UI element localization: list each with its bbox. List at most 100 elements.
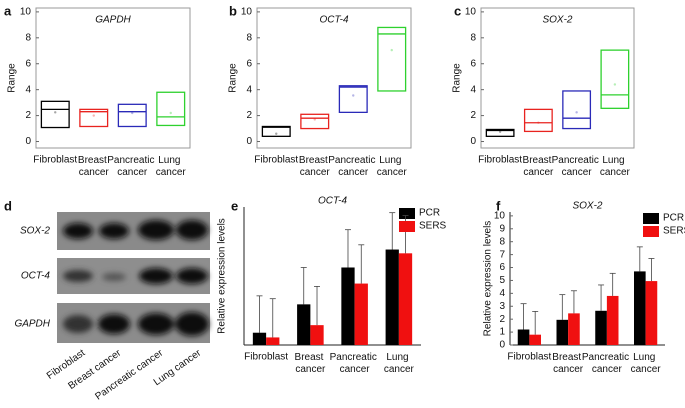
x-tick-label: Fibroblast (244, 352, 288, 363)
x-tick-label: Lung cancer (631, 352, 662, 375)
box (40, 100, 70, 129)
y-tick-label: 2 (25, 110, 31, 121)
bar (529, 334, 541, 345)
box (156, 91, 186, 127)
plot-frame (35, 7, 191, 149)
legend-label: PCR (663, 213, 684, 224)
box (377, 26, 407, 92)
panel-letter: e (231, 198, 238, 213)
y-tick-label: 6 (499, 262, 505, 273)
bar (354, 283, 368, 345)
bar (297, 304, 311, 345)
legend-label: SERS (663, 226, 685, 237)
bar (310, 325, 324, 345)
y-tick-label: 6 (470, 58, 476, 69)
x-tick-label: Pancreatic cancer (582, 352, 632, 375)
x-tick-label: Lung cancer (377, 155, 408, 178)
x-tick-label: Fibroblast (254, 155, 298, 166)
plot-frame (256, 7, 412, 149)
x-tick-label: Breast cancer (523, 155, 555, 178)
y-tick-label: 10 (241, 7, 253, 18)
y-tick-label: 10 (20, 7, 32, 18)
panel-letter: d (4, 198, 12, 213)
y-tick-label: 8 (470, 32, 476, 43)
x-tick-label: Breast cancer (295, 352, 327, 375)
panel-letter: b (229, 3, 237, 18)
mean-dot (92, 114, 95, 117)
chart-title: SOX-2 (572, 201, 602, 212)
y-tick-label: 10 (465, 7, 477, 18)
box (485, 128, 515, 137)
bar (634, 271, 646, 345)
mean-dot (313, 118, 316, 121)
chart-title: GAPDH (95, 15, 131, 26)
legend-label: PCR (419, 208, 440, 219)
panel-letter: c (454, 3, 461, 18)
chart-title: OCT-4 (319, 15, 349, 26)
y-tick-label: 0 (499, 340, 505, 351)
mean-dot (169, 111, 172, 115)
y-tick-label: 4 (470, 84, 476, 95)
mean-dot (498, 130, 502, 133)
bar (595, 310, 607, 345)
bar (398, 253, 413, 345)
y-tick-label: 9 (499, 223, 505, 234)
y-axis-label: Range (7, 63, 18, 93)
y-tick-label: 0 (25, 136, 31, 147)
bar (385, 249, 399, 345)
y-axis-label: Range (452, 63, 463, 93)
bar (645, 281, 658, 345)
bar (252, 332, 267, 345)
y-axis-label: Range (228, 63, 239, 93)
bar (568, 313, 580, 345)
box (300, 113, 330, 130)
mean-dot (390, 48, 393, 52)
blot-panel: d SOX-2 OCT-4 GAPDH Fibroblast Breast ca… (4, 198, 210, 403)
y-tick-label: 10 (494, 211, 506, 222)
mean-dot (352, 94, 355, 97)
y-tick-label: 0 (246, 136, 252, 147)
x-tick-label: Pancreatic cancer (328, 155, 378, 178)
box (338, 85, 368, 114)
y-axis-label: Relative expression levels (483, 221, 494, 337)
x-tick-label: Breast cancer (299, 155, 331, 178)
y-tick-label: 1 (499, 327, 505, 338)
box (523, 108, 553, 133)
bar (266, 337, 280, 345)
legend-swatch (399, 208, 415, 219)
x-tick-label: Breast cancer (552, 352, 584, 375)
bar (517, 329, 530, 345)
y-axis-label: Relative expression levels (217, 218, 228, 334)
box (261, 125, 291, 137)
y-tick-label: 3 (499, 301, 505, 312)
x-tick-label: Breast cancer (78, 155, 110, 178)
y-tick-label: 8 (246, 32, 252, 43)
mean-dot (537, 121, 540, 124)
mean-dot (131, 111, 134, 115)
x-tick-label: Lung cancer (600, 155, 631, 178)
x-tick-label: Lung cancer (156, 155, 187, 178)
bar (606, 295, 619, 345)
mean-dot (613, 83, 617, 86)
y-tick-label: 0 (470, 136, 476, 147)
panel-letter: f (496, 198, 501, 213)
y-tick-label: 5 (499, 275, 505, 286)
legend-swatch (643, 213, 659, 224)
legend-swatch (399, 221, 415, 232)
legend-label: SERS (419, 221, 447, 232)
legend-swatch (643, 226, 659, 237)
x-tick-label: Fibroblast (507, 352, 551, 363)
y-tick-label: 2 (470, 110, 476, 121)
y-tick-label: 6 (25, 58, 31, 69)
mean-dot (54, 111, 57, 114)
y-tick-label: 2 (246, 110, 252, 121)
blot-row-label: SOX-2 (20, 226, 50, 237)
blot-row-label: OCT-4 (21, 271, 51, 282)
x-tick-label: Fibroblast (33, 155, 77, 166)
panel-letter: a (4, 3, 12, 18)
y-tick-label: 8 (25, 32, 31, 43)
blot-row-label: GAPDH (14, 319, 50, 330)
chart-title: SOX-2 (542, 15, 572, 26)
y-tick-label: 7 (499, 249, 505, 260)
